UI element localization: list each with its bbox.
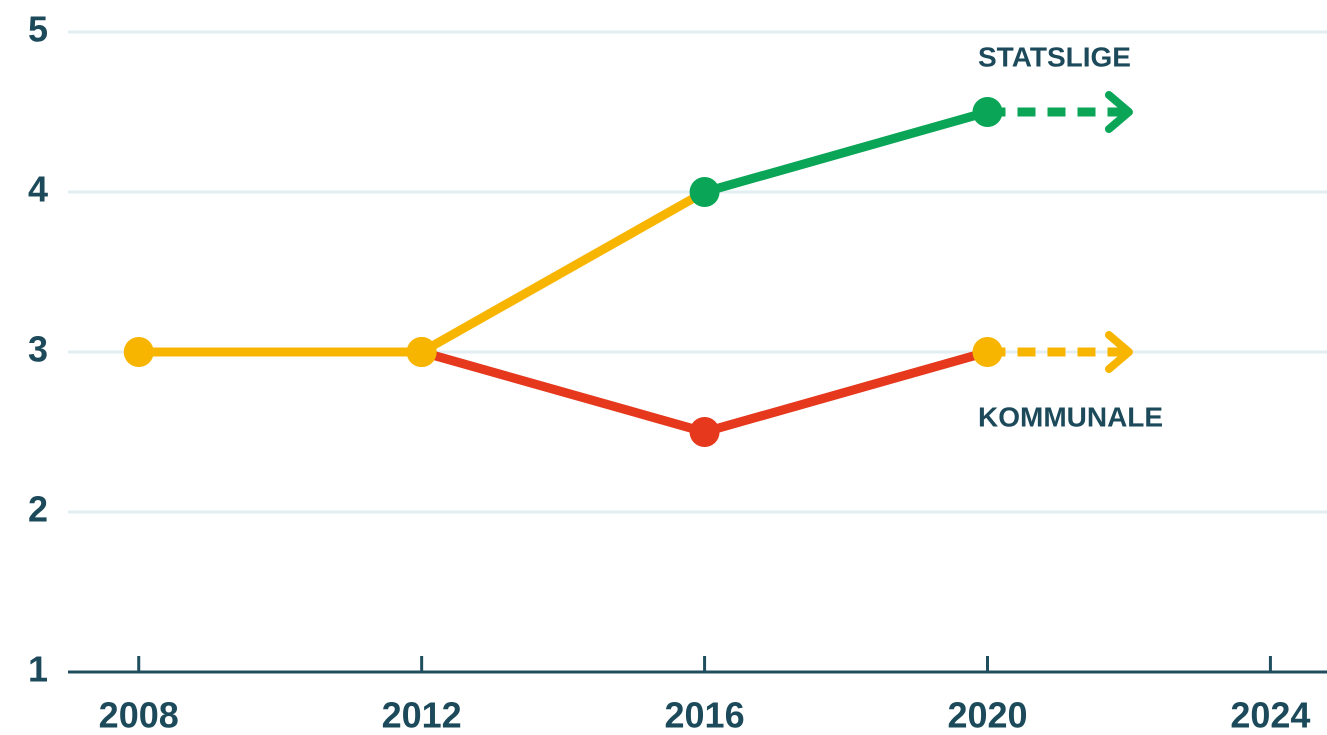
series: [406, 331, 1133, 447]
series-label: KOMMUNALE: [978, 401, 1163, 432]
x-tick-label: 2016: [665, 695, 745, 735]
line-segment: [700, 107, 992, 197]
x-tick-label: 2008: [99, 695, 179, 735]
y-tick-label: 1: [28, 649, 48, 690]
series-label: STATSLIGE: [978, 41, 1131, 72]
line-segment: [700, 347, 992, 437]
point: [972, 337, 1003, 367]
point: [406, 337, 437, 367]
y-tick-label: 2: [28, 489, 48, 530]
point: [689, 177, 720, 207]
point: [689, 417, 720, 447]
y-tick-label: 3: [28, 329, 48, 370]
x-tick-label: 2020: [947, 695, 1027, 735]
projection-arrowhead: [1104, 91, 1133, 133]
x-tick-label: 2012: [382, 695, 462, 735]
y-tick-label: 4: [28, 169, 48, 210]
line-segment: [417, 347, 710, 437]
series: [123, 91, 1133, 367]
line-segment: [417, 187, 710, 357]
x-tick-label: 2024: [1230, 695, 1310, 735]
point: [123, 337, 154, 367]
projection-arrowhead: [1104, 331, 1133, 373]
y-tick-label: 5: [28, 9, 48, 50]
point: [972, 97, 1003, 127]
